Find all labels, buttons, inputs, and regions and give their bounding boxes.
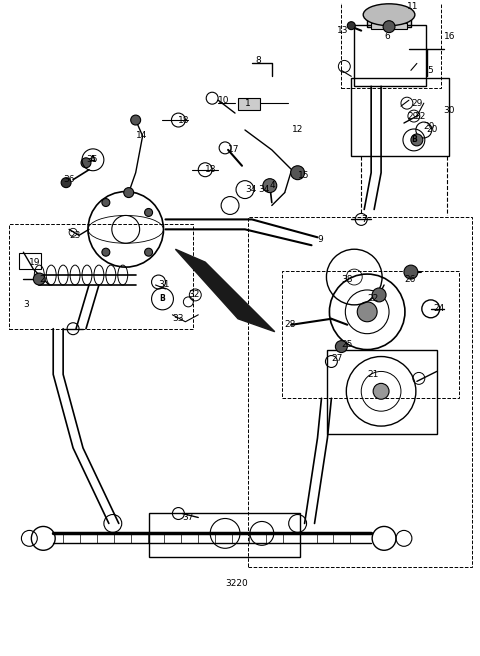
Text: 19: 19 [29, 258, 41, 266]
Circle shape [357, 302, 377, 321]
Text: 16: 16 [444, 32, 455, 41]
Bar [327, 350, 437, 434]
Bar [367, 14, 411, 27]
Text: B: B [160, 295, 166, 304]
Text: A: A [90, 155, 96, 164]
Polygon shape [175, 249, 275, 332]
Text: 10: 10 [218, 96, 229, 105]
Bar [371, 23, 407, 29]
Text: 2: 2 [39, 274, 45, 283]
Text: 34: 34 [245, 185, 256, 194]
Text: 20: 20 [427, 125, 438, 134]
Ellipse shape [363, 4, 415, 26]
Text: B: B [411, 135, 417, 144]
Text: 36: 36 [63, 175, 74, 184]
Text: 32: 32 [414, 112, 425, 121]
Text: 17: 17 [228, 146, 240, 154]
Text: 11: 11 [407, 2, 419, 11]
Text: 26: 26 [404, 274, 415, 283]
Circle shape [336, 340, 348, 352]
Text: 21: 21 [367, 370, 379, 379]
Text: 7: 7 [361, 215, 367, 224]
Circle shape [144, 248, 153, 256]
Circle shape [144, 209, 153, 216]
Circle shape [263, 178, 277, 193]
Text: 37: 37 [182, 513, 194, 522]
Circle shape [61, 178, 71, 188]
Text: 33: 33 [172, 314, 184, 323]
Text: 24: 24 [434, 304, 445, 314]
Text: 25: 25 [341, 340, 353, 349]
Text: 9: 9 [317, 235, 323, 244]
Bar [351, 78, 449, 156]
Text: 5: 5 [427, 66, 432, 75]
Text: 6: 6 [384, 32, 390, 41]
Text: 14: 14 [136, 131, 147, 140]
Circle shape [81, 158, 91, 168]
Text: 31: 31 [158, 281, 170, 289]
Text: 13: 13 [337, 26, 349, 35]
Circle shape [404, 265, 418, 279]
Text: 29: 29 [411, 98, 422, 108]
Text: 38: 38 [341, 274, 353, 283]
Text: 29: 29 [407, 112, 418, 121]
Bar [341, 0, 441, 89]
Text: 18: 18 [179, 115, 190, 125]
Text: 27: 27 [331, 354, 343, 363]
Text: 22: 22 [367, 295, 378, 304]
Bar [248, 217, 471, 567]
Text: 18: 18 [205, 165, 217, 174]
Text: 3220: 3220 [225, 579, 248, 588]
Text: 15: 15 [298, 171, 309, 180]
Text: 3: 3 [24, 300, 29, 310]
Text: 32: 32 [188, 291, 200, 299]
Text: 28: 28 [285, 320, 296, 329]
Text: 23: 23 [69, 231, 81, 240]
Bar [282, 271, 458, 398]
Text: 30: 30 [444, 106, 455, 115]
Bar [238, 98, 260, 110]
Bar [19, 253, 41, 269]
Circle shape [373, 383, 389, 400]
Circle shape [383, 21, 395, 33]
Text: 34: 34 [258, 185, 269, 194]
Bar [354, 25, 426, 87]
Circle shape [102, 199, 110, 207]
Circle shape [131, 115, 141, 125]
Circle shape [411, 134, 423, 146]
Bar [149, 512, 300, 557]
Text: 35: 35 [86, 155, 97, 164]
Circle shape [291, 166, 305, 180]
Circle shape [372, 288, 386, 302]
Circle shape [33, 273, 45, 285]
Text: 20: 20 [424, 121, 435, 131]
Circle shape [124, 188, 134, 197]
Circle shape [102, 248, 110, 256]
Bar [10, 224, 193, 329]
Text: 12: 12 [292, 125, 303, 134]
Text: 1: 1 [245, 98, 251, 108]
Text: 8: 8 [255, 56, 261, 65]
Text: 4: 4 [270, 181, 276, 190]
Circle shape [348, 22, 355, 30]
